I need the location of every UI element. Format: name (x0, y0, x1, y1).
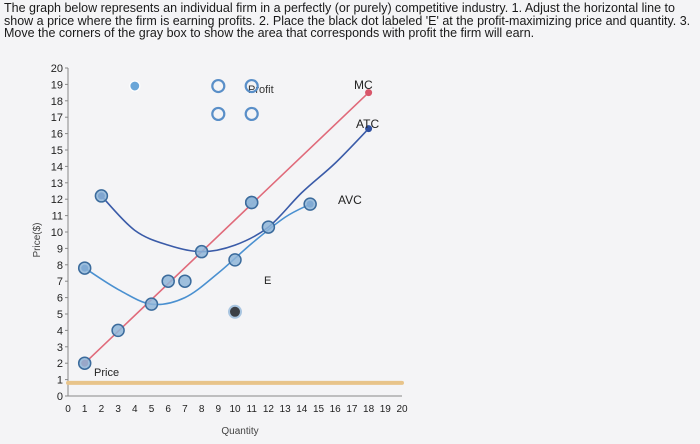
x-tick-label: 0 (65, 404, 71, 415)
atc-handle[interactable] (244, 195, 259, 210)
profit-box-corner-handle[interactable] (211, 78, 226, 94)
x-tick-label: 9 (216, 404, 222, 415)
mc-label: MC (354, 78, 373, 92)
y-tick-label: 12 (51, 194, 63, 206)
profit-box[interactable]: Profit (211, 78, 274, 122)
x-tick-label: 10 (229, 404, 241, 415)
x-tick-label: 14 (296, 404, 308, 415)
avc-handle[interactable] (261, 220, 276, 234)
y-tick-label: 4 (57, 325, 63, 337)
y-tick-label: 2 (57, 358, 63, 370)
profit-box-corner-handle[interactable] (211, 106, 226, 122)
handles[interactable] (77, 80, 373, 370)
atc-label: ATC (356, 117, 379, 131)
x-tick-label: 1 (82, 404, 88, 415)
x-tick-label: 16 (330, 404, 342, 415)
profit-label: Profit (248, 84, 274, 96)
profit-box-corner-handle[interactable] (244, 78, 259, 94)
e-label: E (264, 275, 271, 287)
avc-handle[interactable] (178, 274, 192, 288)
x-tick-label: 20 (396, 404, 408, 415)
y-tick-label: 7 (57, 276, 63, 288)
y-tick-label: 5 (57, 309, 63, 321)
avc-handle[interactable] (144, 297, 159, 311)
e-point-handle[interactable] (228, 304, 242, 319)
avc-handle[interactable] (303, 197, 317, 211)
y-tick-label: 0 (57, 391, 63, 403)
y-tick-label: 16 (51, 129, 63, 141)
x-tick-label: 4 (132, 404, 138, 415)
x-tick-label: 2 (99, 404, 105, 415)
atc-handle[interactable] (94, 189, 109, 203)
atc-endpoint[interactable] (365, 125, 373, 133)
y-tick-label: 9 (57, 243, 63, 255)
price-label: Price (94, 367, 119, 379)
x-tick-label: 8 (199, 404, 205, 415)
x-tick-label: 17 (346, 404, 358, 415)
x-tick-label: 15 (313, 404, 325, 415)
y-tick-label: 15 (51, 145, 63, 157)
y-tick-label: 14 (51, 161, 63, 173)
y-tick-label: 11 (52, 211, 63, 223)
curves (66, 91, 404, 385)
y-tick-label: 18 (51, 96, 63, 108)
x-tick-label: 13 (280, 404, 292, 415)
profit-box-corner-handle[interactable] (244, 106, 259, 122)
avc-line (83, 203, 311, 306)
y-tick-label: 8 (57, 260, 63, 272)
x-tick-label: 18 (363, 404, 375, 415)
y-tick-label: 3 (57, 342, 63, 354)
x-tick-label: 7 (182, 404, 188, 415)
atc-line (100, 127, 370, 253)
y-tick-label: 19 (51, 79, 63, 91)
avc-handle[interactable] (77, 261, 92, 275)
y-tick-label: 1 (57, 375, 63, 387)
y-tick-label: 17 (51, 112, 63, 124)
x-tick-label: 3 (115, 404, 121, 415)
mc-endpoint[interactable] (365, 89, 373, 97)
x-axis-label: Quantity (221, 426, 258, 437)
x-tick-label: 11 (247, 404, 258, 415)
x-tick-label: 19 (380, 404, 392, 415)
loose-point-handle[interactable] (129, 80, 141, 92)
mc-handle[interactable] (194, 244, 209, 259)
y-tick-label: 20 (51, 63, 63, 75)
curve-labels: MC ATC AVC Price E (94, 78, 379, 379)
y-axis-label: Price($) (32, 222, 43, 257)
mc-handle[interactable] (161, 274, 175, 288)
avc-handle[interactable] (228, 253, 242, 267)
x-tick-label: 5 (149, 404, 155, 415)
y-tick-label: 10 (51, 227, 63, 239)
x-tick-label: 6 (165, 404, 171, 415)
mc-line (83, 91, 370, 364)
mc-handle[interactable] (111, 323, 125, 338)
avc-label: AVC (338, 193, 362, 207)
y-tick-label: 6 (57, 293, 63, 305)
mc-handle[interactable] (77, 356, 92, 370)
x-tick-label: 12 (263, 404, 275, 415)
instructions-text: The graph below represents an individual… (4, 1, 691, 40)
y-tick-label: 13 (51, 178, 63, 190)
